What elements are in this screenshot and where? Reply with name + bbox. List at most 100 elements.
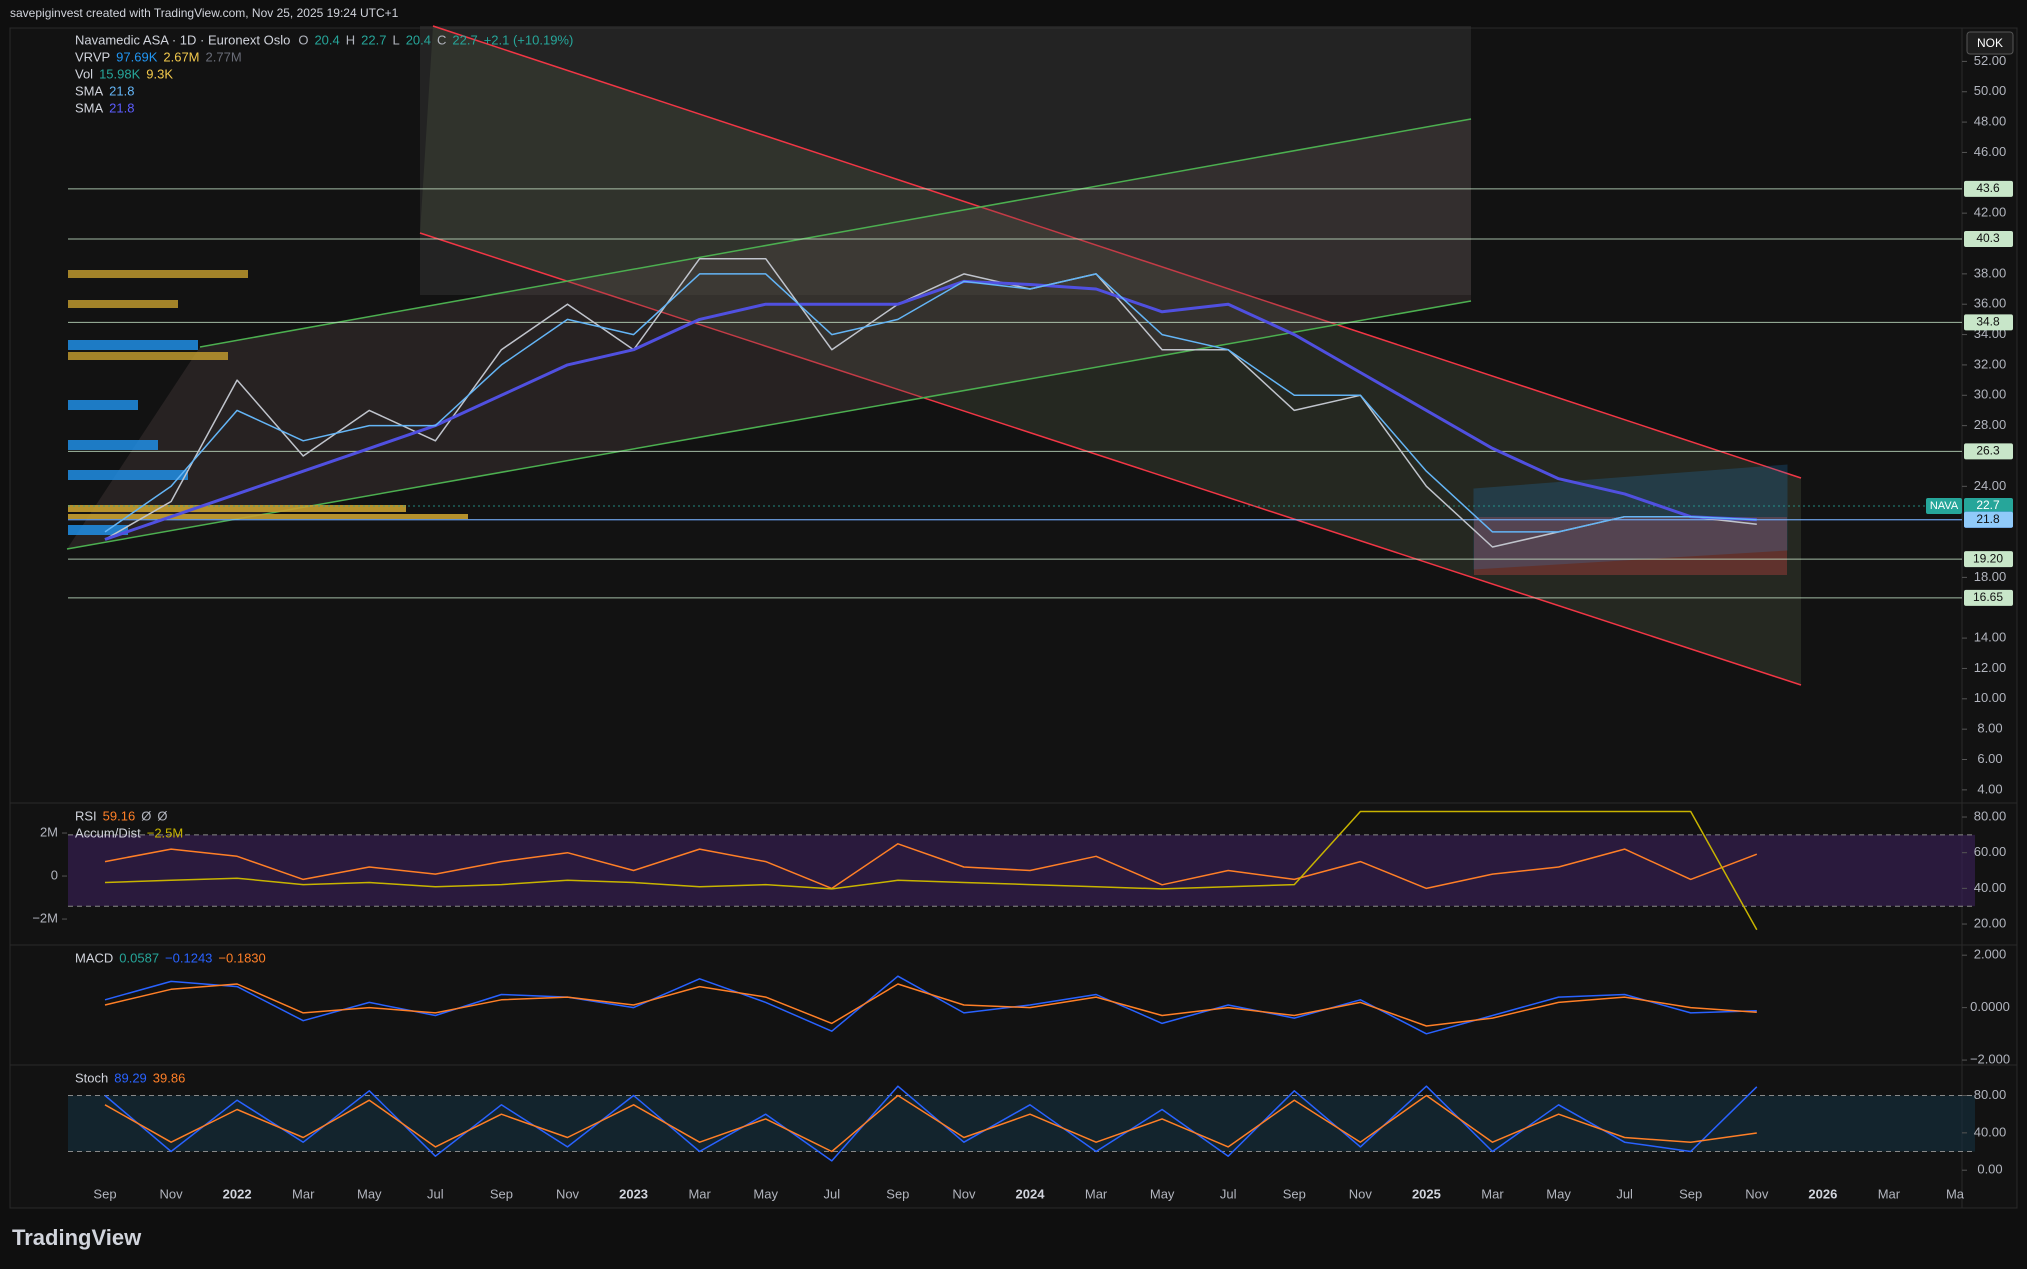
legend-item: 20.4	[314, 32, 339, 47]
level-label-box	[1964, 314, 2013, 331]
legend-item: 39.86	[153, 1070, 186, 1085]
x-tick-label: 2023	[619, 1186, 648, 1201]
profile-bar	[68, 270, 248, 278]
channel-line	[432, 25, 1802, 479]
symbol-label: NAVA	[1930, 500, 1959, 512]
legend-item: RSI	[75, 808, 97, 823]
legend-item: Accum/Dist	[75, 825, 141, 840]
level-label-box	[1964, 551, 2013, 568]
series-line	[104, 273, 1757, 533]
y-tick-label: 60.00	[1974, 844, 2007, 859]
x-tick-label: Jul	[823, 1186, 840, 1201]
profile-bar	[68, 400, 138, 410]
legend-item: 15.98K	[99, 66, 141, 81]
x-tick-label: Mar	[292, 1186, 315, 1201]
x-tick-label: May	[753, 1186, 778, 1201]
x-tick-label: Ma	[1946, 1186, 1965, 1201]
x-tick-label: 2024	[1016, 1186, 1046, 1201]
profile-bar	[68, 525, 128, 535]
x-tick-label: Jul	[427, 1186, 444, 1201]
y-tick-label: 2.000	[1974, 947, 2007, 962]
level-label: 21.8	[1976, 512, 2000, 526]
legend-item: 21.8	[109, 83, 134, 98]
y2-tick-label: 2M	[40, 824, 58, 839]
profile-bar	[68, 340, 198, 350]
channel-fill	[67, 119, 1471, 549]
profile-bar	[68, 470, 188, 480]
x-tick-label: Mar	[1878, 1186, 1901, 1201]
y-tick-label: 4.00	[1977, 781, 2002, 796]
y-tick-label: 46.00	[1974, 144, 2007, 159]
legend-item: −2.5M	[147, 825, 184, 840]
header-text: savepiginvest created with TradingView.c…	[10, 6, 399, 20]
y-tick-label: 12.00	[1974, 660, 2007, 675]
level-label-box	[1964, 443, 2013, 460]
y-tick-label: 80.00	[1974, 808, 2007, 823]
legend-item: −0.1243	[165, 950, 212, 965]
profile-bar	[68, 300, 178, 308]
y-tick-label: 18.00	[1974, 569, 2007, 584]
legend-item: 22.7	[361, 32, 386, 47]
legend-item: SMA	[75, 83, 104, 98]
rect-drawing	[1474, 517, 1787, 575]
x-tick-label: May	[357, 1186, 382, 1201]
x-tick-label: 2026	[1808, 1186, 1837, 1201]
logo: TradingView	[12, 1225, 142, 1250]
level-label: 43.6	[1976, 181, 2000, 195]
x-tick-label: Nov	[556, 1186, 580, 1201]
level-label-box	[1964, 589, 2013, 606]
level-label: 26.3	[1976, 444, 2000, 458]
level-label: 22.7	[1976, 498, 2000, 512]
profile-bar	[68, 440, 158, 450]
legend-item: SMA	[75, 100, 104, 115]
currency-button[interactable]	[1966, 31, 2014, 55]
x-tick-label: Mar	[1085, 1186, 1108, 1201]
legend-item: −0.1830	[218, 950, 265, 965]
series-line	[104, 257, 1757, 548]
legend-item: L	[392, 32, 399, 47]
legend-item: 97.69K	[116, 49, 158, 64]
y-tick-label: 32.00	[1974, 356, 2007, 371]
legend-item: +2.1 (+10.19%)	[484, 32, 574, 47]
x-tick-label: Nov	[952, 1186, 976, 1201]
level-label: 16.65	[1973, 590, 2003, 604]
level-label-box	[1964, 498, 2013, 515]
legend-item: Stoch	[75, 1070, 108, 1085]
y-tick-label: 8.00	[1977, 721, 2002, 736]
y-tick-label: 38.00	[1974, 265, 2007, 280]
level-label: 34.8	[1976, 315, 2000, 329]
legend-item: C	[437, 32, 446, 47]
series-line	[104, 279, 1757, 541]
x-tick-label: 2022	[223, 1186, 252, 1201]
y-tick-label: 6.00	[1977, 751, 2002, 766]
band	[68, 1095, 1975, 1152]
legend-item: H	[346, 32, 355, 47]
chart-layer: 4.00 6.00 8.00 10.00 12.00 14.00 18.00 24.00 28.…	[32, 32, 2013, 1201]
y-tick-label: 48.00	[1974, 114, 2007, 129]
currency-label[interactable]: NOK	[1977, 36, 2003, 50]
rect-drawing	[420, 26, 1471, 295]
series-line	[104, 1085, 1758, 1162]
profile-bar	[68, 352, 228, 360]
legend-item: 2.67M	[163, 49, 199, 64]
y2-tick-label: 0	[51, 867, 58, 882]
x-tick-label: Sep	[886, 1186, 909, 1201]
legend-item: 22.7	[452, 32, 477, 47]
y-tick-label: 30.00	[1974, 387, 2007, 402]
y-tick-label: 28.00	[1974, 417, 2007, 432]
x-tick-label: Nov	[160, 1186, 184, 1201]
y-tick-label: 0.00	[1977, 1162, 2002, 1177]
y-tick-label: 50.00	[1974, 83, 2007, 98]
symbol-label-box	[1926, 498, 1962, 515]
x-tick-label: Nov	[1745, 1186, 1769, 1201]
y-tick-label: −2.000	[1970, 1052, 2010, 1067]
legend-item: VRVP	[75, 49, 110, 64]
y-tick-label: 14.00	[1974, 630, 2007, 645]
series-line	[104, 810, 1758, 931]
legend-item: 0.0587	[119, 950, 159, 965]
level-label-box	[1964, 180, 2013, 197]
drawings	[66, 25, 1802, 686]
y-tick-label: 0.0000	[1970, 999, 2010, 1014]
level-label-box	[1964, 511, 2013, 528]
